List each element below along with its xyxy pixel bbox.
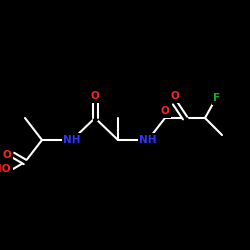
Text: O: O <box>170 91 179 101</box>
Text: O: O <box>160 106 170 116</box>
Text: NH: NH <box>139 135 157 145</box>
Text: F: F <box>214 93 220 103</box>
Text: O: O <box>2 150 11 160</box>
Text: O: O <box>90 91 100 101</box>
Text: NH: NH <box>63 135 81 145</box>
Text: HO: HO <box>0 164 11 174</box>
